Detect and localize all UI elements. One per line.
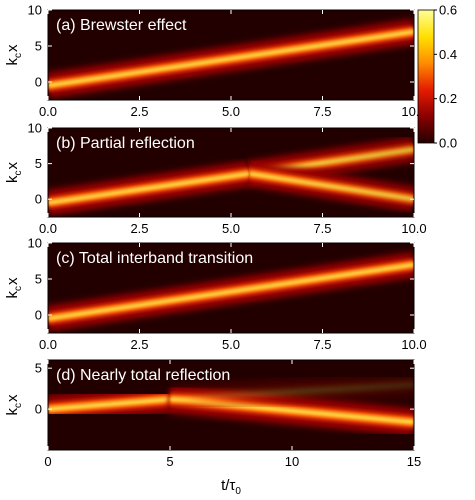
x-tick-label: 7.5 [313, 104, 331, 119]
y-tick-label: 10 [28, 3, 42, 18]
beams [48, 18, 414, 99]
x-tick-label: 2.5 [130, 104, 148, 119]
x-tick-label: 0.0 [39, 104, 57, 119]
x-tick-label: 0.0 [39, 337, 57, 352]
panels-group: 0.0 2.5 5.0 7.5 10.0 0 5 10 (a) Brewster effect k… [4, 3, 427, 470]
panel-c: 0.0 2.5 5.0 7.5 10.0 0 5 10 (c) Total interband … [4, 236, 427, 353]
y-axis-label: kcx [4, 162, 24, 184]
panel-d: 0 5 10 15 0 5 (d) Nearly total reflection kcx [4, 359, 421, 469]
beam-core [48, 171, 250, 205]
x-tick-label: 5.0 [222, 221, 240, 236]
colorbar: 0.0 0.2 0.4 0.6 [417, 3, 457, 151]
beam-core [248, 171, 414, 202]
panel-frame [47, 359, 415, 451]
y-tick-label: 0 [35, 308, 42, 323]
x-tick-label: 10.0 [401, 337, 426, 352]
y-tick-label: 5 [35, 156, 42, 171]
colorbar-tick-label: 0.0 [439, 136, 457, 151]
panel-title: (c) Total interband transition [56, 250, 253, 267]
panel-title: (d) Nearly total reflection [56, 367, 230, 384]
x-tick-label: 5.0 [222, 104, 240, 119]
x-tick-label: 0.0 [39, 221, 57, 236]
colorbar-gradient [417, 9, 435, 144]
y-tick-label: 10 [28, 236, 42, 251]
panel-b: 0.0 2.5 5.0 7.5 10.0 0 5 10 (b) Partial reflecti… [4, 121, 427, 237]
beam-3 [169, 370, 414, 414]
x-axis-label: t/τ0 [221, 477, 241, 497]
x-tick-label: 15 [407, 454, 421, 469]
y-axis-label: kcx [4, 44, 24, 66]
x-tick-label: 5 [166, 454, 173, 469]
axis-labels: t/τ0 [221, 477, 241, 497]
x-tick-label: 10 [285, 454, 299, 469]
beam-1 [48, 18, 414, 99]
x-tick-label: 7.5 [313, 221, 331, 236]
beam-core [48, 397, 171, 412]
y-axis-label: kcx [4, 277, 24, 299]
panel-title: (b) Partial reflection [56, 135, 195, 152]
beam-core [169, 382, 414, 402]
x-tick-label: 5.0 [222, 337, 240, 352]
x-tick-label: 7.5 [313, 337, 331, 352]
colorbar-tick-label: 0.6 [439, 3, 457, 18]
beam-core [48, 262, 414, 321]
x-tick-label: 2.5 [130, 337, 148, 352]
y-tick-label: 5 [35, 361, 42, 376]
y-tick-label: 0 [35, 75, 42, 90]
beam-3 [247, 160, 414, 213]
beam-core [48, 29, 414, 88]
y-tick-label: 0 [35, 192, 42, 207]
y-tick-label: 10 [28, 121, 42, 136]
beam-1 [48, 251, 414, 332]
x-tick-label: 0 [44, 454, 51, 469]
beams [48, 370, 414, 437]
y-tick-label: 5 [35, 39, 42, 54]
beam-1 [48, 384, 172, 424]
y-tick-label: 5 [35, 272, 42, 287]
colorbar-tick-label: 0.4 [439, 47, 457, 62]
x-tick-label: 2.5 [130, 221, 148, 236]
beams [48, 136, 414, 216]
panel-title: (a) Brewster effect [56, 17, 187, 34]
colorbar-tick-label: 0.2 [439, 91, 457, 106]
y-axis-label: kcx [4, 394, 24, 416]
x-tick-label: 10.0 [401, 221, 426, 236]
beam-1 [48, 160, 252, 216]
beams [48, 251, 414, 332]
y-tick-label: 0 [35, 402, 42, 417]
